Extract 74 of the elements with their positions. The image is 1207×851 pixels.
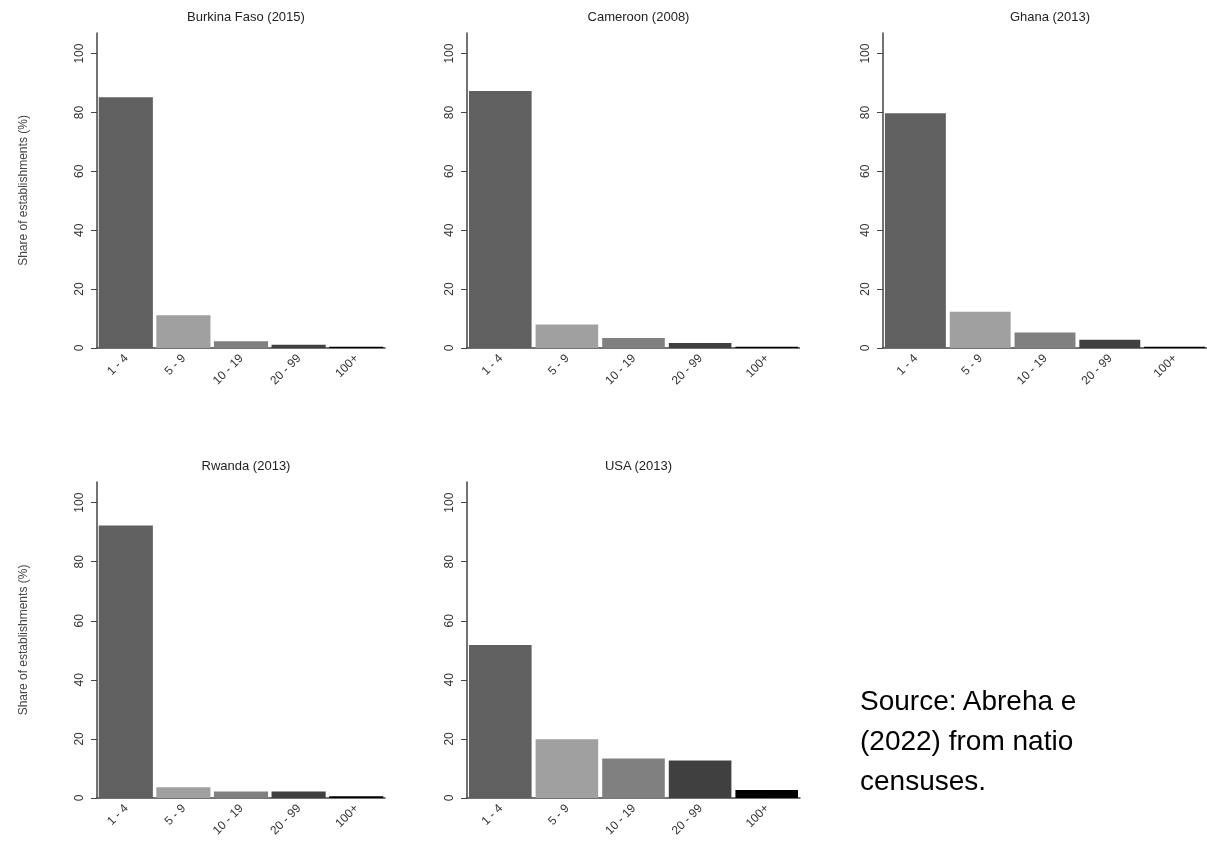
bar (602, 758, 665, 798)
y-tick-label: 80 (72, 105, 86, 120)
y-tick-label: 0 (72, 794, 86, 802)
x-tick-label: 20 - 99 (267, 800, 304, 838)
x-tick-label: 10 - 19 (1013, 350, 1051, 388)
y-tick-label: 100 (72, 43, 86, 64)
x-tick-label: 1 - 4 (893, 350, 921, 378)
bar (156, 787, 211, 798)
x-tick-label: 20 - 99 (668, 350, 706, 388)
x-tick-label: 1 - 4 (478, 350, 506, 378)
y-tick-label: 40 (72, 223, 86, 237)
x-tick-label: 5 - 9 (161, 800, 189, 828)
chart-title: USA (2013) (604, 458, 673, 473)
y-tick-label: 0 (72, 344, 86, 352)
y-tick-label: 0 (858, 344, 872, 352)
y-tick-label: 80 (858, 105, 872, 120)
bar (156, 315, 211, 348)
y-tick-label: 60 (442, 613, 456, 628)
x-tick-label: 5 - 9 (958, 350, 986, 378)
y-tick-label: 20 (72, 731, 86, 746)
bar (535, 324, 599, 348)
y-tick-label: 100 (442, 43, 456, 64)
x-tick-label: 1 - 4 (103, 350, 131, 378)
y-tick-label: 20 (442, 731, 456, 746)
y-axis-title: Share of establishments (%) (16, 115, 30, 266)
y-tick-label: 60 (858, 164, 872, 179)
x-tick-label: 10 - 19 (209, 350, 247, 388)
bar (602, 337, 665, 348)
x-tick-label: 20 - 99 (267, 350, 304, 388)
bar (98, 525, 153, 798)
x-tick-label: 5 - 9 (161, 350, 189, 378)
bar (98, 97, 153, 348)
y-tick-label: 80 (442, 105, 456, 120)
bar (884, 113, 946, 348)
x-tick-label: 20 - 99 (668, 800, 706, 838)
y-tick-label: 40 (858, 223, 872, 237)
bar (535, 739, 599, 798)
y-tick-label: 40 (442, 672, 456, 687)
x-tick-label: 1 - 4 (478, 800, 506, 828)
bar (469, 91, 532, 348)
chart-title: Burkina Faso (2015) (187, 9, 305, 24)
y-tick-label: 60 (72, 164, 86, 179)
y-tick-label: 20 (72, 282, 86, 296)
x-tick-label: 10 - 19 (602, 350, 639, 388)
y-tick-label: 60 (72, 613, 86, 628)
bar (949, 311, 1011, 348)
y-tick-label: 0 (442, 794, 456, 802)
y-tick-label: 40 (72, 672, 86, 687)
bar (213, 341, 269, 348)
y-tick-label: 20 (858, 282, 872, 296)
bar (1014, 332, 1076, 348)
bar (469, 645, 532, 798)
x-tick-label: 20 - 99 (1078, 350, 1115, 388)
y-axis-title: Share of establishments (%) (16, 564, 30, 716)
x-tick-label: 5 - 9 (544, 350, 573, 378)
chart-title: Ghana (2013) (1009, 9, 1091, 24)
x-tick-label: 10 - 19 (602, 800, 639, 838)
y-tick-label: 40 (442, 223, 456, 237)
x-tick-label: 10 - 19 (209, 800, 247, 838)
y-tick-label: 80 (72, 554, 86, 569)
y-tick-label: 20 (442, 282, 456, 296)
x-tick-label: 5 - 9 (544, 800, 573, 828)
x-tick-label: 1 - 4 (103, 800, 131, 828)
chart-title: Rwanda (2013) (201, 458, 291, 473)
y-tick-label: 0 (442, 344, 456, 352)
y-tick-label: 100 (442, 492, 456, 513)
y-tick-label: 100 (858, 43, 872, 64)
source-note: Source: Abreha e (2022) from natio censuses. (860, 684, 1077, 796)
y-tick-label: 100 (72, 492, 86, 513)
y-tick-label: 60 (442, 164, 456, 179)
bar (213, 791, 269, 798)
y-tick-label: 80 (442, 554, 456, 569)
chart-title: Cameroon (2008) (587, 9, 690, 24)
bar (735, 790, 798, 798)
